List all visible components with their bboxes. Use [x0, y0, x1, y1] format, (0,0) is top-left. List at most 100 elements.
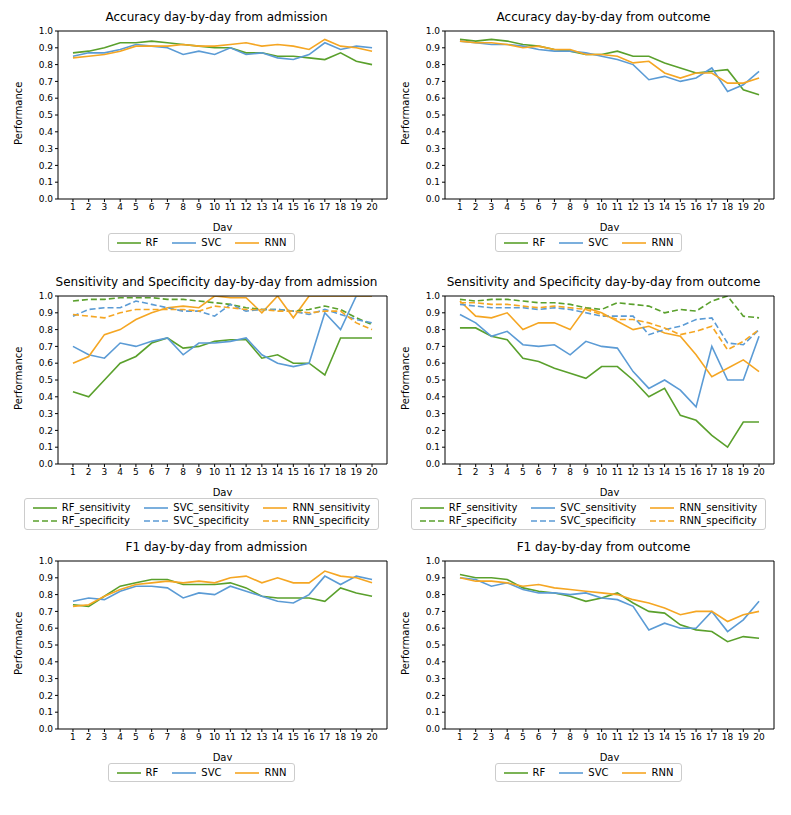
svg-text:17: 17	[319, 732, 330, 742]
svg-text:10: 10	[209, 467, 221, 477]
svg-text:19: 19	[351, 202, 363, 212]
svg-text:9: 9	[583, 467, 589, 477]
svg-text:Performance: Performance	[13, 82, 24, 145]
svg-text:12: 12	[240, 732, 251, 742]
svg-text:13: 13	[643, 202, 654, 212]
svg-text:0.4: 0.4	[426, 392, 441, 402]
svg-text:0.6: 0.6	[39, 623, 54, 633]
svg-text:0.2: 0.2	[426, 161, 440, 171]
svg-text:6: 6	[149, 202, 155, 212]
svg-text:6: 6	[149, 732, 155, 742]
svg-text:2: 2	[86, 467, 92, 477]
svg-text:12: 12	[627, 467, 638, 477]
svg-text:7: 7	[165, 467, 171, 477]
svg-text:17: 17	[319, 202, 330, 212]
svg-text:Day: Day	[600, 752, 620, 761]
svg-text:4: 4	[504, 732, 510, 742]
svg-text:10: 10	[596, 202, 608, 212]
svg-text:0.8: 0.8	[39, 60, 54, 70]
svg-text:0.1: 0.1	[39, 442, 53, 452]
svg-text:1.0: 1.0	[426, 556, 441, 566]
svg-text:4: 4	[117, 467, 123, 477]
svg-text:5: 5	[520, 467, 526, 477]
svg-text:9: 9	[583, 202, 589, 212]
svg-text:3: 3	[489, 732, 495, 742]
svg-text:0.4: 0.4	[39, 657, 54, 667]
svg-text:13: 13	[256, 467, 267, 477]
svg-text:3: 3	[102, 467, 108, 477]
svg-text:16: 16	[690, 202, 702, 212]
svg-text:20: 20	[753, 732, 765, 742]
svg-text:3: 3	[102, 202, 108, 212]
svg-text:0.3: 0.3	[426, 144, 440, 154]
svg-text:0.5: 0.5	[39, 375, 53, 385]
svg-text:6: 6	[536, 202, 542, 212]
svg-text:2: 2	[473, 467, 479, 477]
svg-text:4: 4	[117, 202, 123, 212]
svg-text:15: 15	[675, 202, 686, 212]
svg-text:0.5: 0.5	[39, 640, 53, 650]
svg-text:12: 12	[240, 467, 251, 477]
svg-text:0.5: 0.5	[426, 640, 440, 650]
svg-text:11: 11	[225, 732, 236, 742]
svg-text:Day: Day	[213, 752, 233, 761]
svg-text:3: 3	[489, 202, 495, 212]
svg-text:5: 5	[520, 202, 526, 212]
svg-text:4: 4	[504, 467, 510, 477]
svg-text:1: 1	[70, 467, 76, 477]
svg-text:0.5: 0.5	[39, 110, 53, 120]
svg-text:15: 15	[288, 732, 299, 742]
svg-text:11: 11	[612, 732, 623, 742]
svg-text:11: 11	[225, 202, 236, 212]
svg-text:0.8: 0.8	[426, 60, 441, 70]
svg-text:0.9: 0.9	[426, 43, 441, 53]
svg-text:15: 15	[288, 202, 299, 212]
svg-text:9: 9	[196, 202, 202, 212]
svg-text:6: 6	[536, 732, 542, 742]
svg-text:0.8: 0.8	[39, 590, 54, 600]
svg-text:0.7: 0.7	[39, 607, 53, 617]
svg-text:0.4: 0.4	[426, 127, 441, 137]
svg-text:0.4: 0.4	[39, 127, 54, 137]
svg-text:7: 7	[552, 732, 558, 742]
svg-text:11: 11	[225, 467, 236, 477]
svg-text:7: 7	[552, 467, 558, 477]
svg-text:Day: Day	[600, 222, 620, 231]
svg-text:Day: Day	[213, 487, 233, 496]
svg-text:0.3: 0.3	[426, 409, 440, 419]
svg-text:7: 7	[552, 202, 558, 212]
svg-text:0.2: 0.2	[39, 426, 53, 436]
svg-text:18: 18	[335, 202, 347, 212]
svg-text:14: 14	[659, 732, 671, 742]
svg-text:20: 20	[366, 202, 378, 212]
svg-text:8: 8	[180, 732, 186, 742]
svg-text:Performance: Performance	[13, 612, 24, 675]
svg-text:14: 14	[272, 732, 284, 742]
svg-text:19: 19	[351, 467, 363, 477]
svg-text:14: 14	[659, 202, 671, 212]
svg-text:0.9: 0.9	[39, 43, 54, 53]
svg-text:1: 1	[457, 467, 463, 477]
svg-text:0.0: 0.0	[39, 724, 54, 734]
svg-text:18: 18	[335, 467, 347, 477]
svg-text:20: 20	[753, 202, 765, 212]
svg-text:0.1: 0.1	[426, 177, 440, 187]
svg-text:0.2: 0.2	[426, 691, 440, 701]
svg-text:7: 7	[165, 202, 171, 212]
svg-text:Day: Day	[213, 222, 233, 231]
svg-text:1: 1	[70, 202, 76, 212]
svg-text:9: 9	[583, 732, 589, 742]
svg-text:2: 2	[86, 732, 92, 742]
svg-text:5: 5	[133, 732, 139, 742]
svg-text:14: 14	[272, 202, 284, 212]
svg-text:1.0: 1.0	[39, 26, 54, 36]
svg-text:0.0: 0.0	[39, 194, 54, 204]
svg-text:2: 2	[473, 202, 479, 212]
svg-text:1: 1	[457, 732, 463, 742]
svg-text:0.3: 0.3	[426, 674, 440, 684]
svg-text:0.0: 0.0	[426, 724, 441, 734]
svg-text:0.6: 0.6	[426, 623, 441, 633]
svg-text:16: 16	[303, 732, 315, 742]
svg-text:11: 11	[612, 467, 623, 477]
svg-text:13: 13	[643, 732, 654, 742]
